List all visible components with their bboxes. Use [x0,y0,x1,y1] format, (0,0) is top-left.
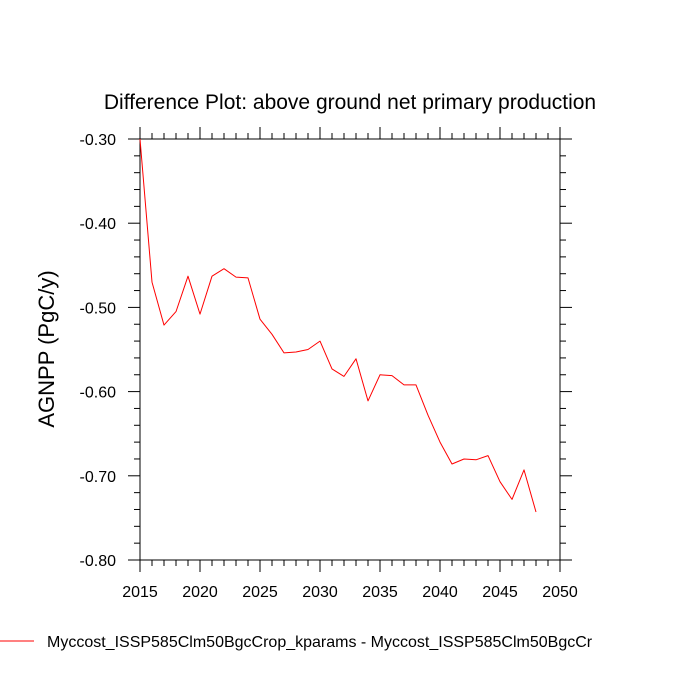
series-lines [139,138,537,513]
x-tick-label: 2040 [422,584,458,601]
axis-tick-labels: 2015 2020 2025 2030 2035 2040 2045 2050 -0.30 -0.… [80,132,578,601]
axis-ticks [128,127,572,572]
legend: Myccost_ISSP585Clm50BgcCrop_kparams - My… [0,634,593,651]
y-tick-label: -0.50 [80,300,117,317]
y-axis-label: AGNPP (PgC/y) [34,270,59,427]
x-tick-label: 2050 [542,584,578,601]
x-tick-label: 2015 [122,584,158,601]
y-tick-label: -0.60 [80,385,117,402]
y-tick-label: -0.40 [80,216,117,233]
y-tick-label: -0.70 [80,469,117,486]
y-tick-label: -0.80 [80,553,117,570]
x-tick-label: 2045 [482,584,518,601]
x-tick-label: 2020 [182,584,218,601]
x-tick-label: 2025 [242,584,278,601]
series-line-0 [139,138,537,513]
x-tick-label: 2035 [362,584,398,601]
chart-title: Difference Plot: above ground net primar… [104,91,596,114]
x-tick-label: 2030 [302,584,338,601]
legend-label: Myccost_ISSP585Clm50BgcCrop_kparams - My… [47,634,593,651]
plot-frame [139,138,561,561]
y-tick-label: -0.30 [80,132,117,149]
